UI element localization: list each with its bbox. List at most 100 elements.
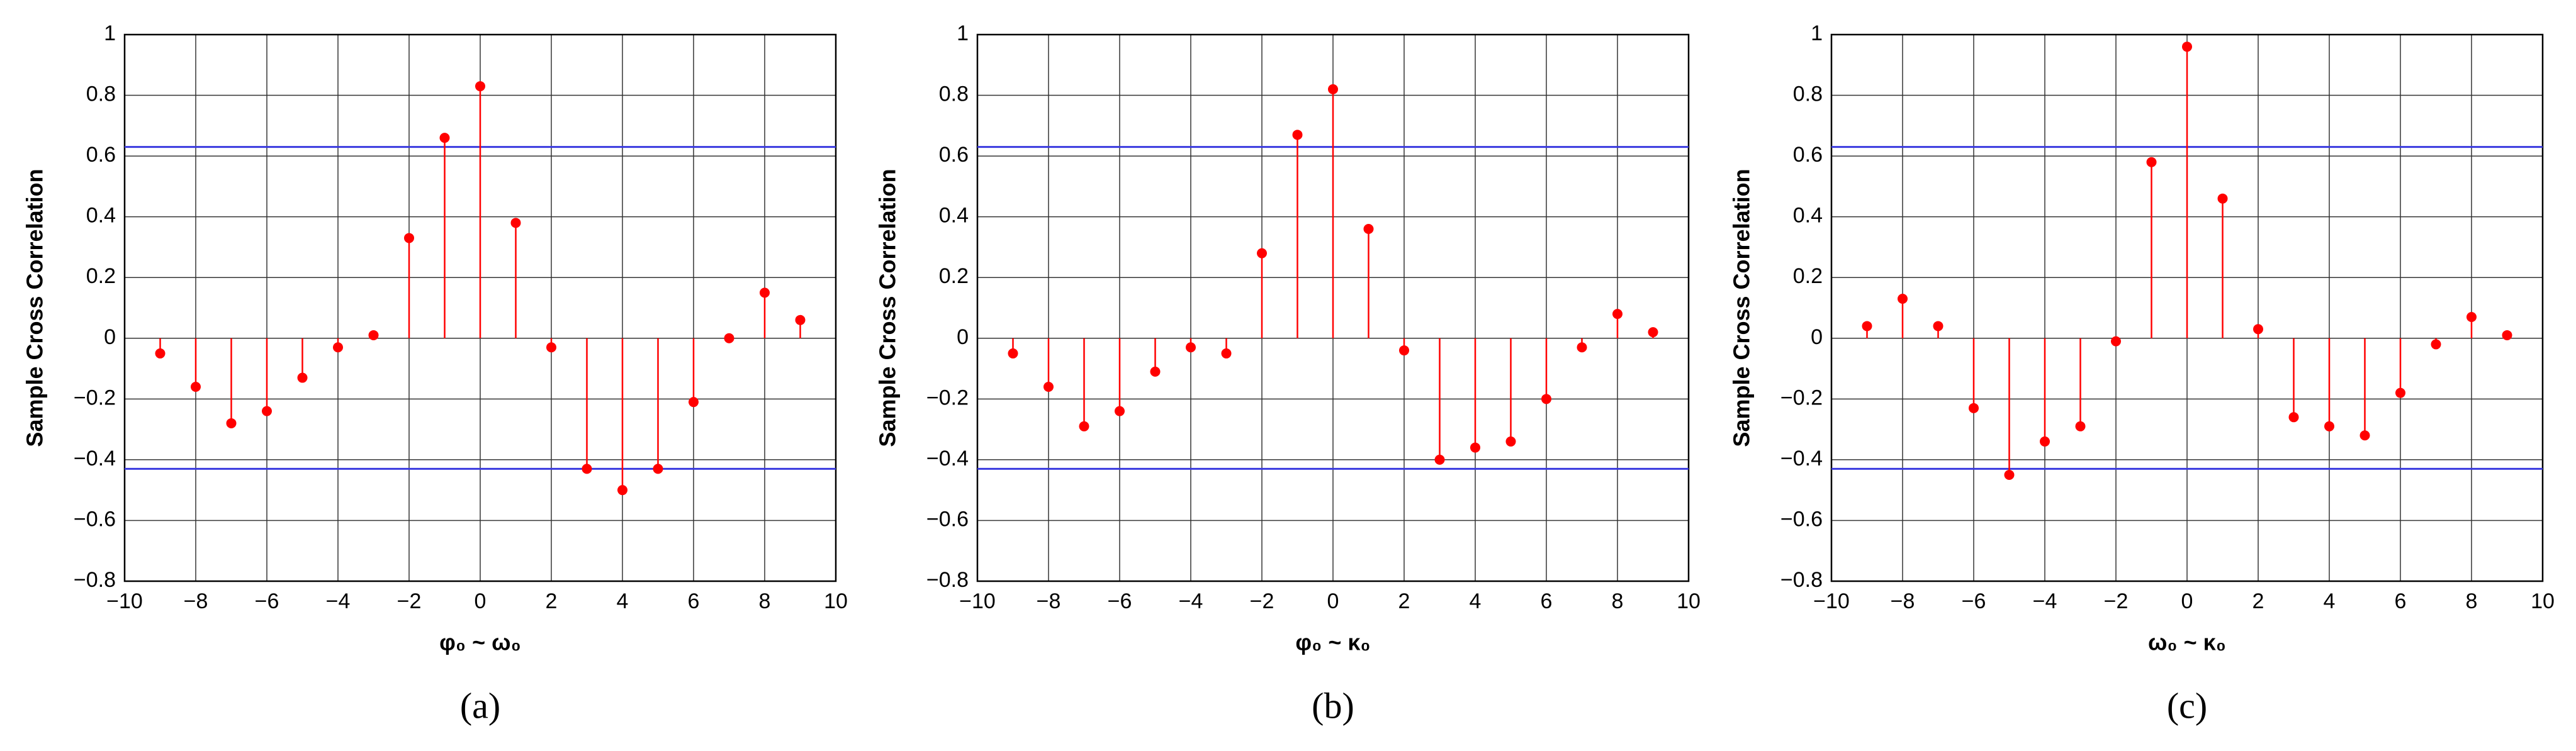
y-tick-label: −0.6 xyxy=(926,507,969,531)
x-tick-label: −10 xyxy=(1813,589,1850,613)
x-tick-label: −10 xyxy=(959,589,996,613)
stem-marker xyxy=(1505,436,1516,447)
stem-marker xyxy=(1577,342,1587,353)
x-tick-label: 2 xyxy=(1398,589,1410,613)
stem-marker xyxy=(297,372,308,383)
x-tick-label: 0 xyxy=(1327,589,1339,613)
y-tick-label: 0 xyxy=(104,325,116,349)
plot-frame xyxy=(1830,33,2544,582)
stem-marker xyxy=(1399,345,1409,356)
stem-marker xyxy=(1470,442,1480,453)
stem-marker xyxy=(191,382,201,392)
stem-marker xyxy=(653,464,663,474)
y-tick-label: 0.2 xyxy=(86,264,116,288)
stem-marker xyxy=(1221,348,1232,359)
stem-marker xyxy=(617,485,627,496)
stem-marker xyxy=(1115,406,1125,416)
y-tick-label: −0.4 xyxy=(926,447,969,470)
stem-marker xyxy=(475,81,485,92)
stem-marker xyxy=(2466,311,2477,322)
stem-marker xyxy=(2431,339,2441,350)
stem-marker xyxy=(1898,294,1908,304)
y-tick-label: 0.2 xyxy=(939,264,969,288)
y-tick-label: 0.4 xyxy=(1793,204,1823,228)
x-tick-label: 8 xyxy=(2466,589,2478,613)
x-tick-label: 4 xyxy=(1470,589,1482,613)
y-axis-label: Sample Cross Correlation xyxy=(1729,169,1755,447)
y-tick-label: 0.4 xyxy=(86,204,116,228)
stem-marker xyxy=(368,330,379,340)
y-tick-label: −0.8 xyxy=(74,568,116,592)
stem-marker xyxy=(1257,248,1267,259)
stem-marker xyxy=(2146,157,2157,167)
stem-marker xyxy=(582,464,592,474)
stem-marker xyxy=(1186,342,1196,353)
stem-marker xyxy=(262,406,272,416)
y-tick-label: 0.6 xyxy=(86,143,116,167)
y-tick-label: 1 xyxy=(1811,21,1823,45)
x-axis-label: φ₀ ~ ω₀ xyxy=(439,630,521,655)
stem-marker xyxy=(2502,330,2512,340)
x-tick-label: 4 xyxy=(2324,589,2336,613)
stem-marker xyxy=(2395,387,2405,398)
stem-marker xyxy=(1434,454,1445,465)
caption: (c) xyxy=(2167,685,2207,726)
stem-marker xyxy=(546,342,556,353)
x-tick-label: −2 xyxy=(1250,589,1274,613)
plot-frame xyxy=(976,33,1690,582)
x-tick-label: −6 xyxy=(1108,589,1132,613)
x-tick-label: 2 xyxy=(2253,589,2264,613)
x-tick-label: −10 xyxy=(106,589,143,613)
y-tick-label: 0 xyxy=(957,325,969,349)
y-tick-label: 0.6 xyxy=(1793,143,1823,167)
stem-marker xyxy=(1008,348,1018,359)
y-tick-label: −0.6 xyxy=(74,507,116,531)
stem-marker xyxy=(1612,309,1623,320)
x-tick-label: −4 xyxy=(2033,589,2057,613)
stem-marker xyxy=(1079,421,1089,431)
stem-marker xyxy=(1541,394,1551,404)
y-tick-label: 0.8 xyxy=(939,82,969,106)
y-tick-label: −0.4 xyxy=(74,447,116,470)
y-tick-label: −0.2 xyxy=(1780,386,1823,409)
x-tick-label: 10 xyxy=(2531,589,2555,613)
y-axis-label: Sample Cross Correlation xyxy=(875,169,901,447)
stem-marker xyxy=(760,287,770,298)
x-tick-label: −8 xyxy=(1037,589,1061,613)
x-tick-label: −6 xyxy=(255,589,279,613)
x-tick-label: 8 xyxy=(1612,589,1624,613)
stem-marker xyxy=(1328,84,1338,94)
stem-marker xyxy=(1150,366,1161,377)
stem-marker xyxy=(2324,421,2334,431)
y-tick-label: 1 xyxy=(104,21,116,45)
stem-marker xyxy=(2253,324,2263,335)
stem-marker xyxy=(2111,336,2121,347)
stem-marker xyxy=(689,397,699,408)
stem-marker xyxy=(2217,193,2228,204)
y-tick-label: −0.2 xyxy=(926,386,969,409)
x-tick-label: 6 xyxy=(1541,589,1553,613)
y-tick-label: 1 xyxy=(957,21,969,45)
y-tick-label: 0.2 xyxy=(1793,264,1823,288)
x-tick-label: 6 xyxy=(2395,589,2407,613)
x-tick-label: −4 xyxy=(326,589,351,613)
x-tick-label: −6 xyxy=(1962,589,1986,613)
stem-marker xyxy=(404,233,414,243)
caption: (a) xyxy=(460,685,500,726)
x-tick-label: 2 xyxy=(546,589,558,613)
y-tick-label: −0.4 xyxy=(1780,447,1823,470)
x-tick-label: 0 xyxy=(475,589,487,613)
stem-marker xyxy=(724,333,734,343)
x-tick-label: 10 xyxy=(824,589,848,613)
stem-marker xyxy=(510,218,521,228)
y-tick-label: −0.8 xyxy=(1780,568,1823,592)
x-tick-label: 8 xyxy=(759,589,771,613)
stem-marker xyxy=(2004,470,2015,481)
y-axis-label: Sample Cross Correlation xyxy=(22,169,48,447)
stem-marker xyxy=(2075,421,2086,431)
stem-marker xyxy=(333,342,343,353)
y-tick-label: 0 xyxy=(1811,325,1823,349)
stem-marker xyxy=(226,418,237,428)
